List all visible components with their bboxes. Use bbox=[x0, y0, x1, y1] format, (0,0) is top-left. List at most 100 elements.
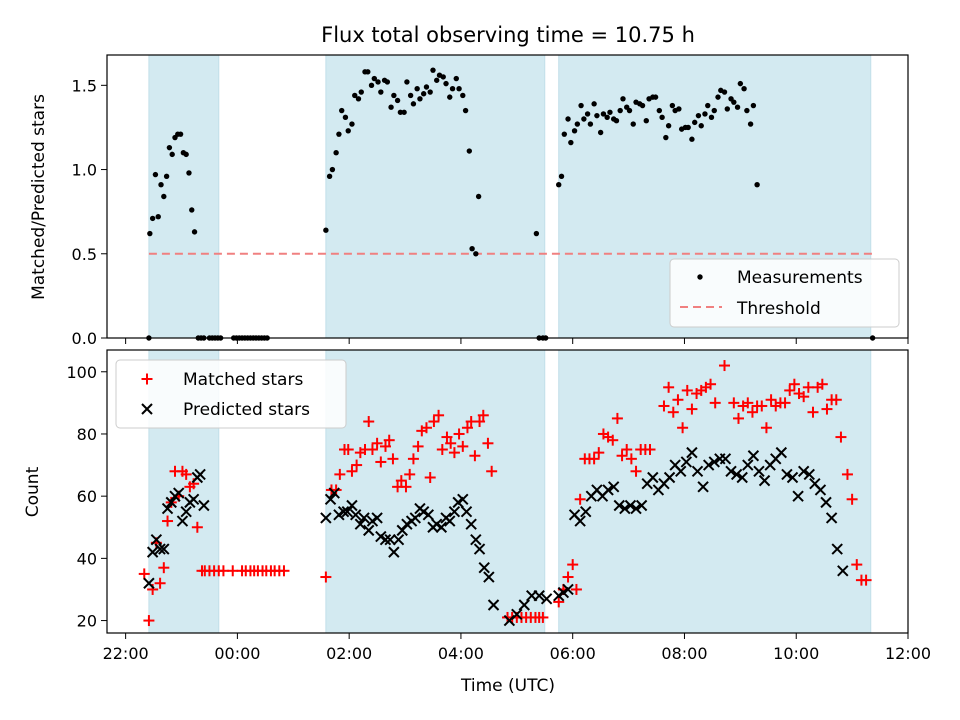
predicted-star-point bbox=[580, 506, 592, 518]
matched-star-point bbox=[412, 440, 424, 452]
bottom-legend: Matched stars Predicted stars bbox=[115, 359, 347, 429]
matched-star-point bbox=[779, 397, 791, 409]
matched-star-point bbox=[400, 481, 412, 493]
measurement-point bbox=[404, 79, 410, 85]
measurement-point bbox=[401, 109, 407, 115]
measurement-point bbox=[449, 85, 456, 92]
matched-star-point bbox=[441, 431, 453, 443]
x-tick-label: 10:00 bbox=[773, 644, 819, 663]
predicted-star-point bbox=[161, 502, 174, 515]
predicted-star-point bbox=[747, 450, 760, 462]
matched-star-point bbox=[709, 397, 721, 409]
predicted-star-point bbox=[837, 565, 849, 577]
matched-star-point bbox=[453, 428, 465, 440]
measurement-point bbox=[587, 121, 594, 127]
predicted-star-point bbox=[470, 533, 482, 546]
measurement-point bbox=[744, 107, 750, 114]
matched-star-point bbox=[630, 465, 642, 477]
measurement-point bbox=[427, 89, 433, 95]
predicted-star-point bbox=[328, 487, 340, 499]
legend-threshold-label: Threshold bbox=[736, 299, 821, 319]
matched-star-point bbox=[616, 450, 628, 462]
measurement-point bbox=[336, 131, 342, 137]
predicted-star-point bbox=[180, 506, 192, 518]
matched-star-point bbox=[788, 378, 800, 390]
matched-star-point bbox=[346, 465, 358, 477]
measurement-point bbox=[652, 94, 659, 100]
predicted-star-point bbox=[324, 493, 337, 505]
measurement-point bbox=[456, 85, 462, 92]
matched-star-point bbox=[784, 384, 796, 396]
x-tick-label: 08:00 bbox=[661, 644, 707, 663]
predicted-star-point bbox=[775, 446, 788, 459]
measurement-point bbox=[533, 230, 540, 237]
predicted-star-point bbox=[320, 512, 332, 524]
predicted-star-point bbox=[194, 468, 206, 481]
predicted-star-point bbox=[702, 459, 715, 471]
matched-star-point bbox=[851, 559, 863, 571]
measurement-point bbox=[571, 128, 578, 134]
measurement-point bbox=[333, 150, 339, 156]
matched-star-point bbox=[830, 394, 842, 406]
matched-star-point bbox=[436, 444, 448, 456]
x-axis-label: Time (UTC) bbox=[460, 676, 555, 696]
legend-predicted-marker bbox=[141, 403, 153, 415]
matched-star-point bbox=[658, 400, 670, 412]
measurement-point bbox=[407, 92, 414, 99]
predicted-star-point bbox=[346, 499, 358, 512]
bottom-y-axis-label: Count bbox=[23, 466, 43, 517]
predicted-star-point bbox=[630, 502, 642, 515]
measurement-point bbox=[731, 99, 737, 105]
measurement-point bbox=[349, 121, 355, 127]
chart-title: Flux total observing time = 10.75 h bbox=[321, 23, 695, 47]
measurement-point bbox=[754, 182, 760, 188]
matched-star-point bbox=[154, 577, 166, 589]
measurement-point bbox=[323, 227, 329, 233]
matched-star-point bbox=[366, 444, 378, 456]
predicted-star-point bbox=[725, 465, 737, 477]
matched-star-point bbox=[841, 468, 853, 480]
measurement-point bbox=[466, 148, 473, 154]
measurement-point bbox=[620, 96, 626, 102]
y-tick-label: 40 bbox=[77, 549, 97, 568]
measurement-point bbox=[708, 114, 715, 121]
predicted-star-point bbox=[478, 561, 490, 574]
measurement-point bbox=[659, 114, 665, 121]
measurement-point bbox=[724, 106, 731, 112]
matched-star-point bbox=[482, 437, 494, 449]
x-tick-label: 22:00 bbox=[103, 644, 149, 663]
measurement-point bbox=[561, 131, 568, 137]
predicted-star-point bbox=[358, 512, 370, 524]
matched-star-point bbox=[383, 434, 395, 446]
matched-star-point bbox=[681, 384, 693, 396]
predicted-star-point bbox=[473, 543, 486, 555]
measurement-point bbox=[177, 131, 184, 137]
measurement-point bbox=[600, 111, 607, 117]
legend-box bbox=[669, 258, 900, 328]
predicted-star-point bbox=[781, 468, 793, 481]
matched-star-point bbox=[802, 381, 814, 393]
matched-star-point bbox=[593, 447, 605, 459]
matched-star-point bbox=[404, 468, 416, 480]
matched-star-point bbox=[765, 394, 777, 406]
predicted-star-point bbox=[379, 533, 392, 546]
predicted-star-point bbox=[511, 608, 523, 621]
measurement-point bbox=[352, 92, 358, 99]
predicted-star-point bbox=[176, 515, 189, 527]
matched-star-point bbox=[334, 468, 346, 480]
predicted-star-point bbox=[158, 543, 170, 555]
x-tick-label: 06:00 bbox=[550, 644, 596, 663]
measurement-point bbox=[423, 84, 430, 90]
measurement-point bbox=[158, 182, 164, 188]
matched-star-point bbox=[719, 360, 731, 372]
matched-star-point bbox=[278, 565, 290, 577]
matched-star-point bbox=[217, 565, 229, 577]
predicted-star-point bbox=[392, 533, 405, 546]
predicted-star-point bbox=[797, 465, 810, 477]
measurement-point bbox=[186, 170, 192, 176]
measurement-point bbox=[643, 117, 649, 124]
matched-star-point bbox=[395, 475, 407, 487]
measurement-point bbox=[434, 77, 440, 83]
matched-star-point bbox=[457, 440, 469, 452]
matched-star-point bbox=[625, 453, 637, 465]
